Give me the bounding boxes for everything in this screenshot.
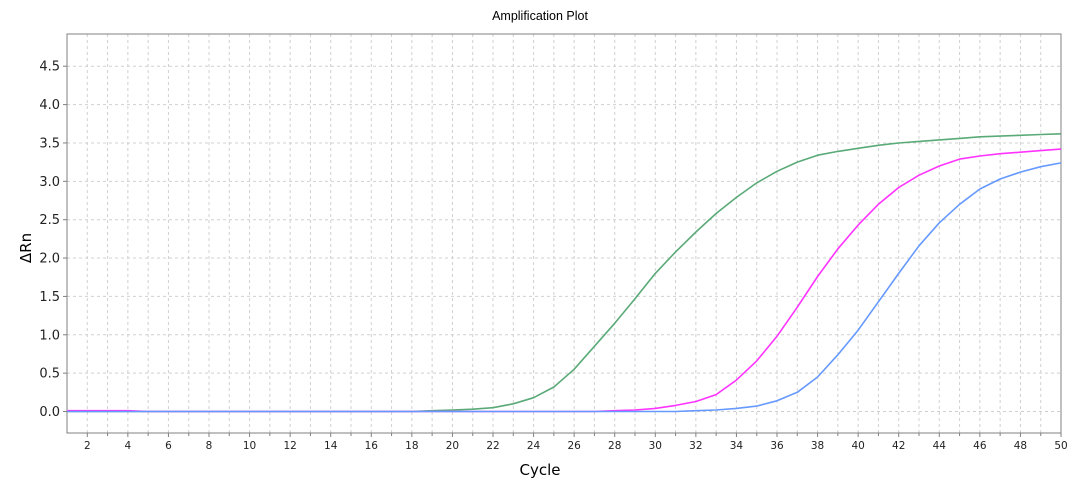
series-line-1 — [67, 133, 1062, 413]
y-tick-label: 4.5 — [39, 60, 60, 75]
x-tick-label: 40 — [851, 440, 864, 452]
x-tick-label: 42 — [892, 440, 905, 452]
y-tick-label: 0.0 — [39, 405, 60, 420]
x-tick-label: 2 — [84, 440, 91, 452]
x-tick-label: 48 — [1014, 440, 1027, 452]
x-tick-label: 22 — [486, 440, 499, 452]
x-tick-label: 18 — [405, 440, 418, 452]
y-tick-label: 3.0 — [39, 175, 60, 190]
x-tick-label: 14 — [324, 440, 338, 452]
axes: 0.00.51.01.52.02.53.03.54.04.52 4 6 8 10 12 14… — [39, 33, 1068, 452]
y-tick-label: 1.0 — [39, 328, 60, 343]
y-tick-label: 4.0 — [39, 98, 60, 113]
series-lines — [67, 133, 1062, 413]
y-tick-label: 1.5 — [39, 290, 60, 305]
series-line-2 — [67, 148, 1062, 413]
y-tick-label: 0.5 — [39, 367, 60, 382]
x-tick-label: 16 — [365, 440, 379, 452]
x-tick-label: 8 — [206, 440, 213, 452]
x-tick-label: 50 — [1054, 440, 1067, 452]
y-tick-label: 3.5 — [39, 136, 60, 151]
x-tick-label: 20 — [446, 440, 459, 452]
x-tick-label: 26 — [567, 440, 581, 452]
chart-title: Amplification Plot — [492, 9, 588, 23]
x-tick-label: 28 — [608, 440, 621, 452]
series-line-3 — [67, 162, 1062, 413]
x-tick-label: 24 — [527, 440, 541, 452]
x-tick-label: 6 — [165, 440, 172, 452]
x-axis-label: Cycle — [519, 461, 561, 479]
grid — [67, 34, 1061, 433]
x-tick-label: 10 — [243, 440, 256, 452]
x-tick-label: 46 — [973, 440, 987, 452]
plot-frame — [66, 33, 1062, 434]
x-tick-label: 4 — [125, 440, 132, 452]
x-tick-label: 30 — [649, 440, 662, 452]
x-tick-label: 12 — [283, 440, 296, 452]
x-tick-label: 44 — [933, 440, 947, 452]
x-tick-label: 36 — [770, 440, 784, 452]
y-tick-label: 2.5 — [39, 213, 60, 228]
x-tick-label: 34 — [730, 440, 744, 452]
x-tick-label: 32 — [689, 440, 702, 452]
y-tick-label: 2.0 — [39, 252, 60, 267]
x-tick-label: 38 — [811, 440, 824, 452]
